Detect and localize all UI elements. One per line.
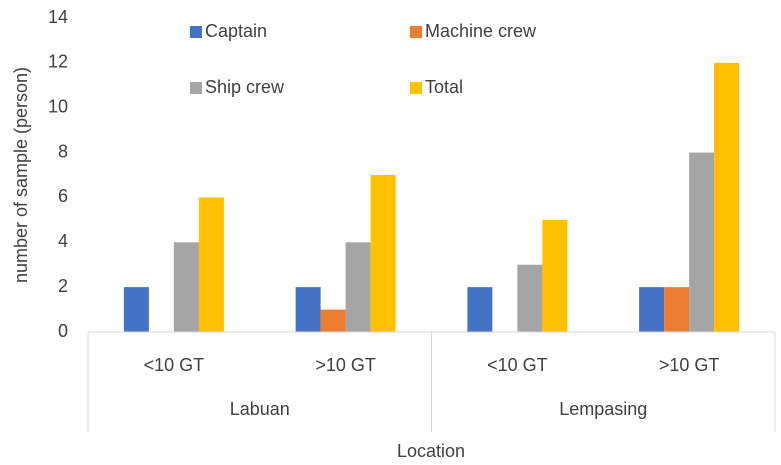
bar	[689, 152, 715, 332]
group-label: Lempasing	[559, 399, 647, 419]
y-tick-label: 14	[48, 7, 68, 27]
bar	[198, 197, 224, 332]
bar	[542, 219, 568, 332]
x-tick-label: >10 GT	[315, 355, 376, 375]
y-tick-label: 4	[58, 231, 68, 251]
y-axis-label: number of sample (person)	[11, 67, 31, 283]
group-label: Labuan	[230, 399, 290, 419]
bar	[639, 287, 665, 332]
legend-label: Total	[425, 77, 463, 97]
legend-swatch	[190, 82, 202, 94]
bar	[517, 264, 543, 332]
bar	[345, 242, 371, 332]
legend-label: Captain	[205, 21, 267, 41]
legend-swatch	[410, 26, 422, 38]
bar	[173, 242, 199, 332]
y-tick-label: 8	[58, 141, 68, 161]
y-tick-label: 6	[58, 186, 68, 206]
bar	[295, 287, 321, 332]
legend-label: Machine crew	[425, 21, 537, 41]
bar	[370, 175, 396, 332]
x-tick-label: >10 GT	[659, 355, 720, 375]
bar	[320, 309, 346, 332]
bar	[664, 287, 690, 332]
bar	[467, 287, 493, 332]
y-tick-label: 0	[58, 321, 68, 341]
x-tick-label: <10 GT	[487, 355, 548, 375]
legend-swatch	[190, 26, 202, 38]
bar	[123, 287, 149, 332]
x-tick-label: <10 GT	[144, 355, 205, 375]
legend-label: Ship crew	[205, 77, 285, 97]
y-tick-label: 2	[58, 276, 68, 296]
y-tick-label: 12	[48, 52, 68, 72]
y-tick-label: 10	[48, 96, 68, 116]
bar	[714, 62, 740, 332]
legend-swatch	[410, 82, 422, 94]
x-axis-label: Location	[397, 441, 465, 461]
